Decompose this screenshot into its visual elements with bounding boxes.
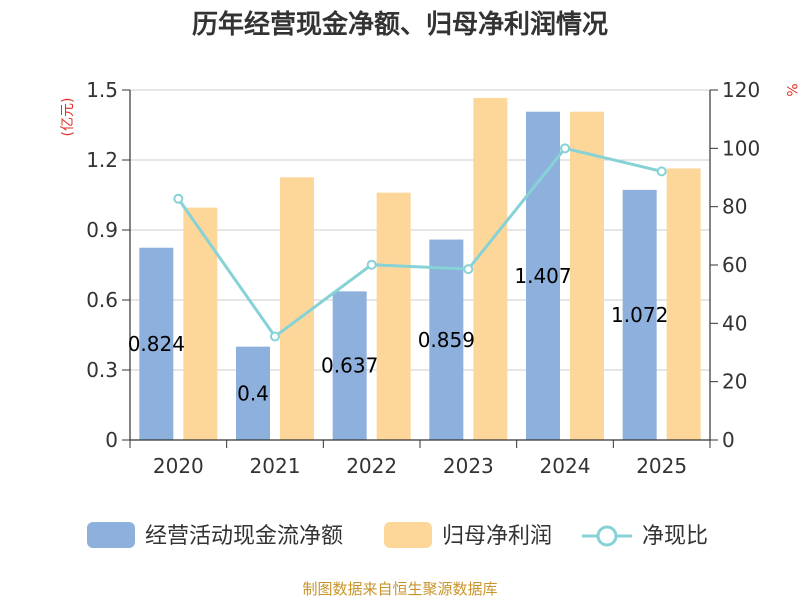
ratio-point xyxy=(366,259,377,270)
bar-profit xyxy=(280,177,314,440)
data-label: 1.407 xyxy=(514,264,571,288)
legend-label-ratio: 净现比 xyxy=(642,524,708,549)
chart-title: 历年经营现金净额、归母净利润情况 xyxy=(192,9,608,40)
x-tick-label: 2020 xyxy=(153,454,204,478)
legend-marker-ratio xyxy=(596,525,618,547)
ratio-polyline xyxy=(177,146,663,339)
left-tick-label: 0.6 xyxy=(86,288,118,312)
source-note: 制图数据来自恒生聚源数据库 xyxy=(302,580,497,598)
ratio-point xyxy=(656,166,667,177)
bar-profit xyxy=(570,111,604,440)
right-tick-label: 120 xyxy=(722,78,760,102)
bar-profit xyxy=(376,192,411,440)
x-tick-label: 2024 xyxy=(540,454,591,478)
bar-profit xyxy=(666,168,701,440)
right-tick-label: 60 xyxy=(722,253,747,277)
data-labels: 0.824 0.4 0.637 0.859 1.407 1.072 xyxy=(128,264,669,405)
ratio-point xyxy=(560,143,570,154)
data-label: 0.4 xyxy=(237,381,269,405)
bar-cash xyxy=(332,291,367,440)
x-tick-label: 2021 xyxy=(250,454,301,478)
left-axis-unit: (亿元) xyxy=(60,98,76,137)
axes: 0 0.3 0.6 0.9 1.2 1.5 0 20 40 60 80 100 120 2020 2021 2… xyxy=(86,78,760,478)
bar-cash xyxy=(139,247,174,440)
right-axis-unit: % xyxy=(783,83,799,96)
data-label: 0.824 xyxy=(128,332,185,356)
bar-cash xyxy=(526,111,560,440)
legend-label-profit: 归母净利润 xyxy=(442,524,552,549)
bar-cash xyxy=(622,189,657,440)
ratio-point xyxy=(270,331,280,342)
bars xyxy=(139,97,701,440)
x-tick-label: 2022 xyxy=(346,454,397,478)
left-tick-label: 0.9 xyxy=(86,218,118,242)
ratio-point xyxy=(173,193,184,204)
ratio-point xyxy=(463,264,474,275)
data-label: 1.072 xyxy=(611,303,668,327)
bar-profit xyxy=(183,207,218,440)
x-tick-label: 2025 xyxy=(636,454,687,478)
right-tick-label: 100 xyxy=(722,136,760,160)
bar-cash xyxy=(429,239,464,440)
x-tick-label: 2023 xyxy=(443,454,494,478)
data-label: 0.637 xyxy=(321,354,378,378)
bar-profit xyxy=(473,97,508,440)
right-tick-label: 0 xyxy=(722,428,735,452)
left-tick-label: 0.3 xyxy=(86,358,118,382)
ratio-line xyxy=(173,143,667,342)
data-label: 0.859 xyxy=(418,328,475,352)
legend: 经营活动现金流净额 归母净利润 净现比 xyxy=(87,522,708,549)
right-tick-label: 20 xyxy=(722,370,747,394)
left-tick-label: 0 xyxy=(105,428,118,452)
left-tick-label: 1.5 xyxy=(86,78,118,102)
bar-cash xyxy=(236,346,270,440)
legend-label-cash: 经营活动现金流净额 xyxy=(145,524,343,549)
left-tick-label: 1.2 xyxy=(86,148,118,172)
legend-swatch-cash xyxy=(87,522,135,548)
right-tick-label: 80 xyxy=(722,195,747,219)
right-tick-label: 40 xyxy=(722,311,747,335)
legend-swatch-profit xyxy=(384,522,432,548)
